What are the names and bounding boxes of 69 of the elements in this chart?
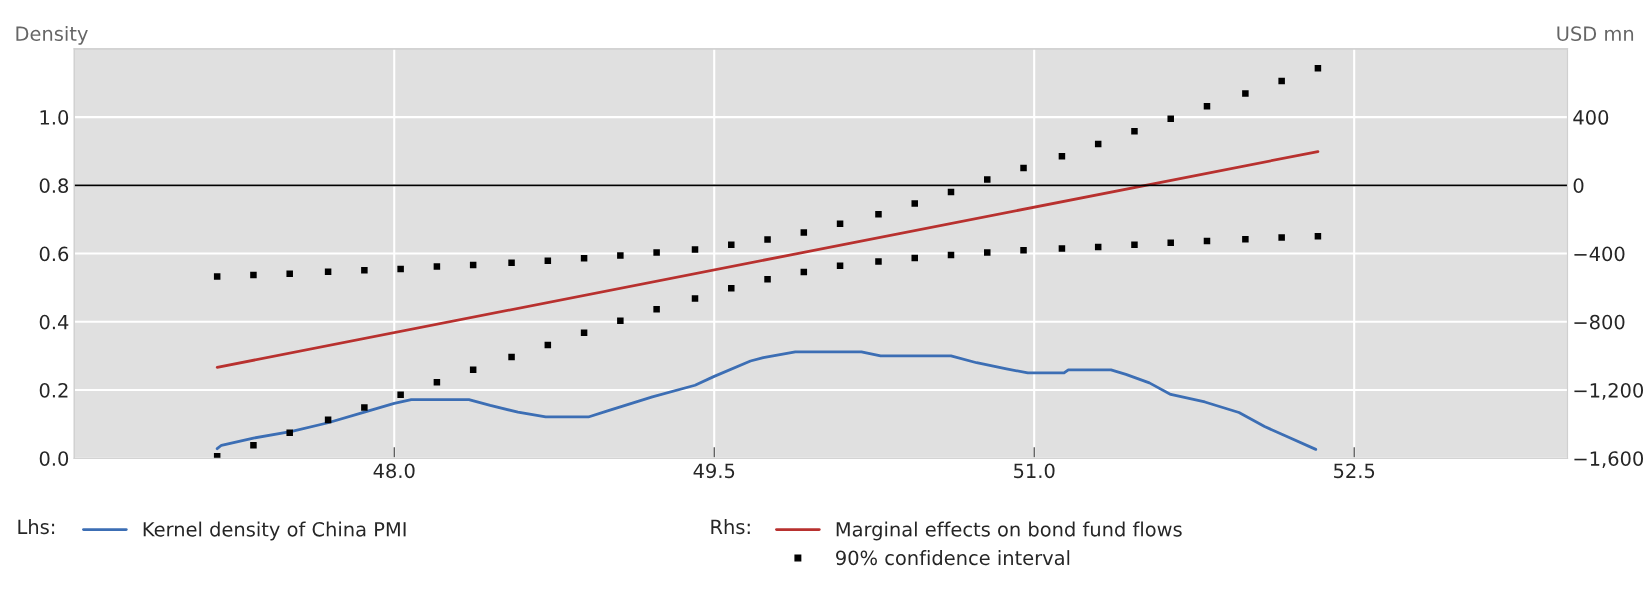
text: Lhs: <box>18 519 55 535</box>
point <box>875 210 882 218</box>
point <box>397 391 404 399</box>
y2-tick-label: 0 <box>1573 178 1584 193</box>
point <box>361 267 368 274</box>
point <box>286 429 293 437</box>
x-tick-label: 52.5 <box>1334 463 1375 479</box>
legend-label: Kernel density of China PMI <box>143 521 406 541</box>
point <box>653 249 660 256</box>
point <box>1278 234 1285 241</box>
y-tick-label: 0.6 <box>39 246 69 262</box>
point <box>508 259 515 267</box>
x-tick-label: 48.0 <box>373 463 415 479</box>
point <box>728 284 735 292</box>
y-tick-label: 0.8 <box>39 178 69 193</box>
y-axis-title: Density <box>16 25 88 45</box>
point <box>433 263 441 270</box>
text: Rhs: <box>711 519 750 535</box>
point <box>875 258 882 265</box>
y-tick-label: 0.2 <box>39 382 68 398</box>
point <box>1131 128 1138 135</box>
y-tick-label: 1.0 <box>40 110 69 125</box>
y2-tick-label: −1,600 <box>1574 451 1644 468</box>
point <box>1278 77 1285 85</box>
point <box>580 329 588 336</box>
point <box>213 273 221 280</box>
y-tick-label: 0.4 <box>39 314 69 330</box>
point <box>984 249 991 256</box>
point <box>286 270 293 277</box>
point <box>361 404 368 411</box>
point <box>1167 115 1174 122</box>
point <box>544 257 552 264</box>
x-tick-label: 49.5 <box>693 463 735 479</box>
point <box>508 353 515 361</box>
point <box>250 442 257 449</box>
y2-tick-label: 400 <box>1573 110 1609 125</box>
point <box>1167 239 1174 247</box>
y2-tick-label: −400 <box>1574 246 1625 262</box>
point <box>764 276 771 283</box>
point <box>1242 235 1249 243</box>
y2-tick-label: −800 <box>1574 314 1625 330</box>
point <box>250 271 257 279</box>
point <box>691 246 699 253</box>
y2-axis-title: USD mn <box>1557 26 1634 42</box>
point <box>1242 90 1249 97</box>
point <box>911 200 918 207</box>
point <box>728 241 735 249</box>
point <box>984 176 991 183</box>
point <box>1020 246 1027 254</box>
point <box>836 220 844 227</box>
point <box>691 295 699 302</box>
point <box>469 366 477 373</box>
point <box>617 317 624 325</box>
point <box>617 252 624 259</box>
y-tick-label: 0.0 <box>39 451 69 466</box>
point <box>653 306 660 313</box>
point <box>911 254 918 262</box>
point <box>397 265 404 273</box>
point <box>764 236 771 243</box>
point <box>1058 245 1066 252</box>
legend-label: Marginal effects on bond fund flows <box>836 521 1182 541</box>
point <box>800 229 808 236</box>
x-tick-label: 51.0 <box>1014 463 1055 479</box>
point <box>1131 241 1138 249</box>
line-series <box>215 350 1318 451</box>
y2-tick-label: −1,200 <box>1574 382 1644 400</box>
point <box>1020 164 1027 172</box>
point <box>580 255 588 262</box>
legend-label: 90% confidence interval <box>836 550 1070 566</box>
